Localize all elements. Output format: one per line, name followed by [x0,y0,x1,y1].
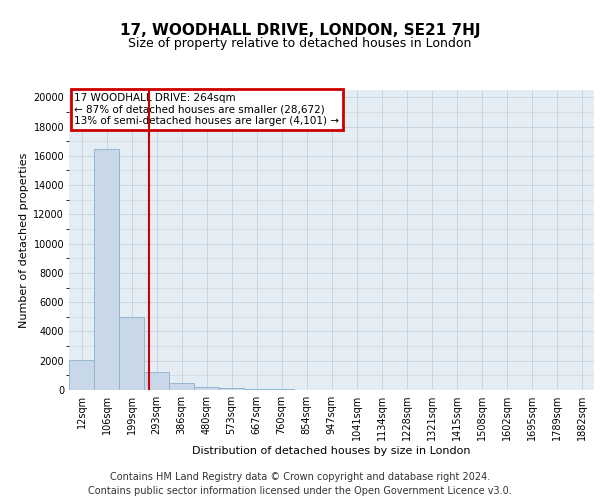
Text: 17, WOODHALL DRIVE, LONDON, SE21 7HJ: 17, WOODHALL DRIVE, LONDON, SE21 7HJ [120,22,480,38]
Bar [194,387,219,390]
Text: Contains HM Land Registry data © Crown copyright and database right 2024.: Contains HM Land Registry data © Crown c… [110,472,490,482]
Text: Size of property relative to detached houses in London: Size of property relative to detached ho… [128,38,472,51]
Bar [69,360,94,390]
Text: 17 WOODHALL DRIVE: 264sqm
← 87% of detached houses are smaller (28,672)
13% of s: 17 WOODHALL DRIVE: 264sqm ← 87% of detac… [74,93,339,126]
Y-axis label: Number of detached properties: Number of detached properties [19,152,29,328]
Bar [169,382,194,390]
X-axis label: Distribution of detached houses by size in London: Distribution of detached houses by size … [192,446,471,456]
Bar [244,388,269,390]
Bar [119,317,144,390]
Text: Contains public sector information licensed under the Open Government Licence v3: Contains public sector information licen… [88,486,512,496]
Bar [219,388,244,390]
Bar [144,372,169,390]
Bar [94,148,119,390]
